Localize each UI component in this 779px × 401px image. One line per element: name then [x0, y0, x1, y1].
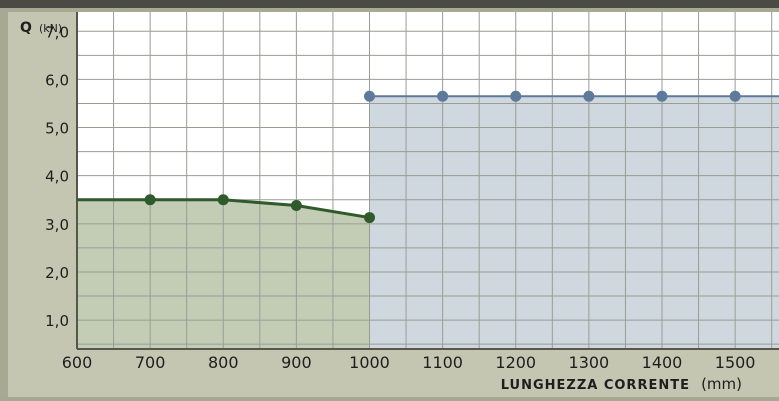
data-point: [218, 194, 229, 205]
x-tick-label: 600: [62, 353, 93, 372]
series-fill-2: [370, 96, 779, 349]
data-point: [145, 194, 156, 205]
y-tick-label: 5,0: [45, 120, 69, 138]
x-axis-label: LUNGHEZZA CORRENTE: [501, 378, 690, 393]
data-point: [291, 200, 302, 211]
data-point: [583, 91, 594, 102]
x-tick-label: 700: [135, 353, 166, 372]
x-tick-label: 1100: [422, 353, 463, 372]
y-tick-label: 2,0: [45, 264, 69, 282]
y-axis-unit: (kN): [39, 22, 62, 35]
data-point: [730, 91, 741, 102]
data-point: [364, 91, 375, 102]
x-tick-label: 900: [281, 353, 312, 372]
x-tick-label: 1000: [349, 353, 390, 372]
x-tick-label: 1300: [569, 353, 610, 372]
data-point: [437, 91, 448, 102]
y-axis-label: Q: [20, 20, 32, 36]
top-bar: [0, 0, 779, 8]
data-point: [364, 212, 375, 223]
y-tick-label: 1,0: [45, 312, 69, 330]
y-tick-label: 3,0: [45, 216, 69, 234]
x-tick-label: 1200: [495, 353, 536, 372]
y-tick-label: 6,0: [45, 71, 69, 89]
x-tick-label: 800: [208, 353, 239, 372]
data-point: [510, 91, 521, 102]
data-point: [657, 91, 668, 102]
x-tick-label: 1400: [642, 353, 683, 372]
x-tick-label: 1500: [715, 353, 756, 372]
x-axis-unit: (mm): [701, 375, 742, 393]
y-tick-label: 4,0: [45, 168, 69, 186]
